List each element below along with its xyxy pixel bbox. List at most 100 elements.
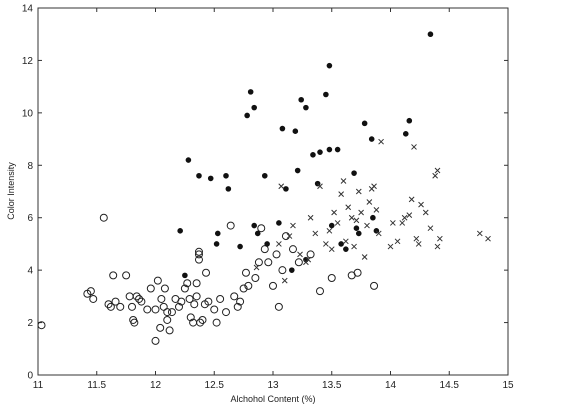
data-point-star xyxy=(214,230,221,237)
data-points xyxy=(37,31,491,345)
data-point-star xyxy=(294,167,301,174)
data-point-circle xyxy=(160,284,169,293)
data-point-x xyxy=(434,167,441,174)
data-point-circle xyxy=(128,302,136,311)
data-point-circle xyxy=(306,250,315,259)
data-point-star xyxy=(244,112,250,119)
data-point-x xyxy=(286,233,293,239)
data-point-x xyxy=(436,235,443,242)
data-point-star xyxy=(251,104,258,111)
data-point-circle xyxy=(153,276,162,285)
data-point-circle xyxy=(316,287,324,296)
data-point-x xyxy=(361,254,368,260)
data-point-x xyxy=(485,235,491,242)
data-point-circle xyxy=(99,213,108,222)
data-point-circle xyxy=(157,294,166,303)
data-point-circle xyxy=(257,224,266,233)
data-point-circle xyxy=(116,302,125,311)
data-point-circle xyxy=(236,297,245,306)
data-point-circle xyxy=(192,292,201,301)
data-point-circle xyxy=(111,297,120,306)
data-point-circle xyxy=(212,318,221,327)
data-point-circle xyxy=(106,302,115,311)
data-point-circle xyxy=(194,255,203,264)
data-point-x xyxy=(340,178,347,184)
data-point-x xyxy=(312,230,319,237)
y-tick-label: 2 xyxy=(27,318,33,329)
data-point-star xyxy=(264,241,270,247)
data-point-x xyxy=(328,246,335,253)
data-point-star xyxy=(427,31,434,38)
data-point-star xyxy=(283,186,289,192)
data-point-star xyxy=(298,96,305,103)
data-point-circle xyxy=(163,315,172,324)
data-point-circle xyxy=(156,323,165,332)
data-point-star xyxy=(323,91,329,98)
data-point-circle xyxy=(165,326,174,335)
data-point-x xyxy=(358,209,364,216)
data-point-star xyxy=(317,149,323,155)
data-point-star xyxy=(343,246,349,252)
x-tick-label: 11 xyxy=(33,380,44,391)
data-point-x xyxy=(389,220,396,226)
data-point-star xyxy=(310,152,316,158)
y-axis-label: Color Intensity xyxy=(6,162,16,220)
x-tick-label: 13 xyxy=(267,380,279,391)
data-point-x xyxy=(355,188,362,195)
data-point-circle xyxy=(137,297,146,306)
x-tick-label: 12 xyxy=(150,380,162,391)
data-point-circle xyxy=(196,318,205,327)
data-point-x xyxy=(401,214,408,221)
data-point-star xyxy=(177,228,183,234)
data-point-star xyxy=(261,172,268,179)
data-point-circle xyxy=(135,294,144,303)
data-point-star xyxy=(355,230,362,237)
data-point-star xyxy=(276,220,282,226)
data-point-circle xyxy=(185,294,194,303)
x-axis-label: Alchohol Content (%) xyxy=(230,394,315,404)
data-point-star xyxy=(292,128,299,135)
data-point-circle xyxy=(244,281,253,290)
data-point-x xyxy=(422,209,429,216)
data-point-circle xyxy=(260,245,269,254)
data-point-circle xyxy=(186,313,195,322)
data-point-star xyxy=(338,241,344,247)
data-point-x xyxy=(432,172,439,179)
data-point-circle xyxy=(204,297,213,306)
data-point-circle xyxy=(86,287,95,296)
data-point-x xyxy=(290,222,296,229)
data-point-star xyxy=(251,222,258,229)
data-point-circle xyxy=(251,274,260,283)
data-point-x xyxy=(408,196,415,203)
data-point-star xyxy=(225,186,232,192)
y-tick-label: 0 xyxy=(27,371,33,382)
data-point-x xyxy=(427,225,434,232)
data-point-x xyxy=(276,241,282,247)
data-point-star xyxy=(402,131,409,137)
data-point-circle xyxy=(143,305,152,314)
data-point-circle xyxy=(37,321,46,330)
data-point-circle xyxy=(202,268,211,277)
data-point-circle xyxy=(89,294,98,303)
data-point-x xyxy=(387,243,394,250)
data-point-star xyxy=(207,175,214,182)
data-point-circle xyxy=(254,258,263,267)
data-point-x xyxy=(331,209,337,216)
data-point-circle xyxy=(239,284,248,293)
data-point-star xyxy=(288,267,295,273)
data-point-circle xyxy=(183,279,192,288)
data-point-circle xyxy=(272,250,281,259)
data-point-x xyxy=(353,217,360,224)
data-point-circle xyxy=(216,294,225,303)
data-point-circle xyxy=(278,266,287,275)
data-point-x xyxy=(297,251,303,258)
axis-ticks: 11 11.5 12 12.5 13 13.5 14 14.5 15 0 2 4 6 8 10 12 14 xyxy=(22,4,514,392)
data-point-star xyxy=(406,117,413,124)
data-point-star xyxy=(279,125,286,132)
data-point-x xyxy=(326,227,333,234)
data-point-circle xyxy=(222,308,230,317)
data-point-x xyxy=(476,230,483,237)
y-tick-label: 12 xyxy=(22,56,34,67)
data-point-circle xyxy=(194,247,203,256)
data-point-circle xyxy=(192,279,201,288)
